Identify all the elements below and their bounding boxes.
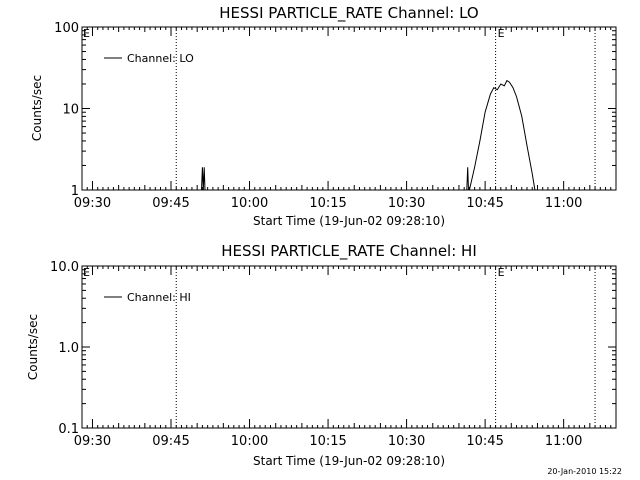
lo-marker-label: E bbox=[498, 27, 505, 40]
lo-x-tick-label: 11:00 bbox=[545, 196, 582, 211]
hi-x-tick-label: 09:45 bbox=[152, 434, 189, 449]
lo-chart-title: HESSI PARTICLE_RATE Channel: LO bbox=[219, 4, 478, 23]
hi-x-tick-label: 11:00 bbox=[545, 434, 582, 449]
hi-y-tick-label: 10.0 bbox=[50, 260, 79, 275]
lo-x-tick-label: 10:00 bbox=[231, 196, 268, 211]
lo-y-tick-label: 100 bbox=[54, 21, 79, 36]
hi-y-tick-label: 1.0 bbox=[58, 341, 79, 356]
hi-x-tick-label: 09:30 bbox=[74, 434, 111, 449]
hi-x-axis-label: Start Time (19-Jun-02 09:28:10) bbox=[253, 454, 445, 468]
lo-x-tick-label: 10:30 bbox=[388, 196, 425, 211]
hi-corner-label: E bbox=[83, 266, 90, 279]
hi-y-tick-label: 0.1 bbox=[58, 422, 79, 437]
lo-x-tick-label: 10:45 bbox=[466, 196, 503, 211]
lo-corner-label: E bbox=[83, 27, 90, 40]
lo-x-tick-label: 09:30 bbox=[74, 196, 111, 211]
lo-y-tick-label: 10 bbox=[62, 103, 79, 118]
lo-y-tick-label: 1 bbox=[71, 184, 79, 199]
generation-timestamp: 20-Jan-2010 15:22 bbox=[547, 467, 622, 476]
hi-marker-label: E bbox=[498, 266, 505, 279]
hi-x-tick-label: 10:00 bbox=[231, 434, 268, 449]
lo-series-line bbox=[468, 79, 536, 191]
hi-chart-title: HESSI PARTICLE_RATE Channel: HI bbox=[221, 242, 477, 261]
hi-legend-label: Channel: HI bbox=[127, 291, 191, 304]
lo-series-line bbox=[466, 167, 469, 191]
hi-x-tick-label: 10:15 bbox=[309, 434, 346, 449]
lo-channel-panel: HESSI PARTICLE_RATE Channel: LO Counts/s… bbox=[30, 4, 617, 228]
lo-x-tick-label: 10:15 bbox=[309, 196, 346, 211]
lo-y-axis-label: Counts/sec bbox=[30, 75, 44, 141]
lo-x-tick-label: 09:45 bbox=[152, 196, 189, 211]
hi-channel-panel: HESSI PARTICLE_RATE Channel: HI Counts/s… bbox=[26, 242, 617, 468]
lo-x-axis-label: Start Time (19-Jun-02 09:28:10) bbox=[253, 214, 445, 228]
lo-series-line bbox=[201, 167, 206, 191]
hi-y-axis-label: Counts/sec bbox=[26, 314, 40, 380]
hi-x-tick-label: 10:30 bbox=[388, 434, 425, 449]
lo-legend-label: Channel: LO bbox=[127, 52, 194, 65]
hi-x-tick-label: 10:45 bbox=[466, 434, 503, 449]
